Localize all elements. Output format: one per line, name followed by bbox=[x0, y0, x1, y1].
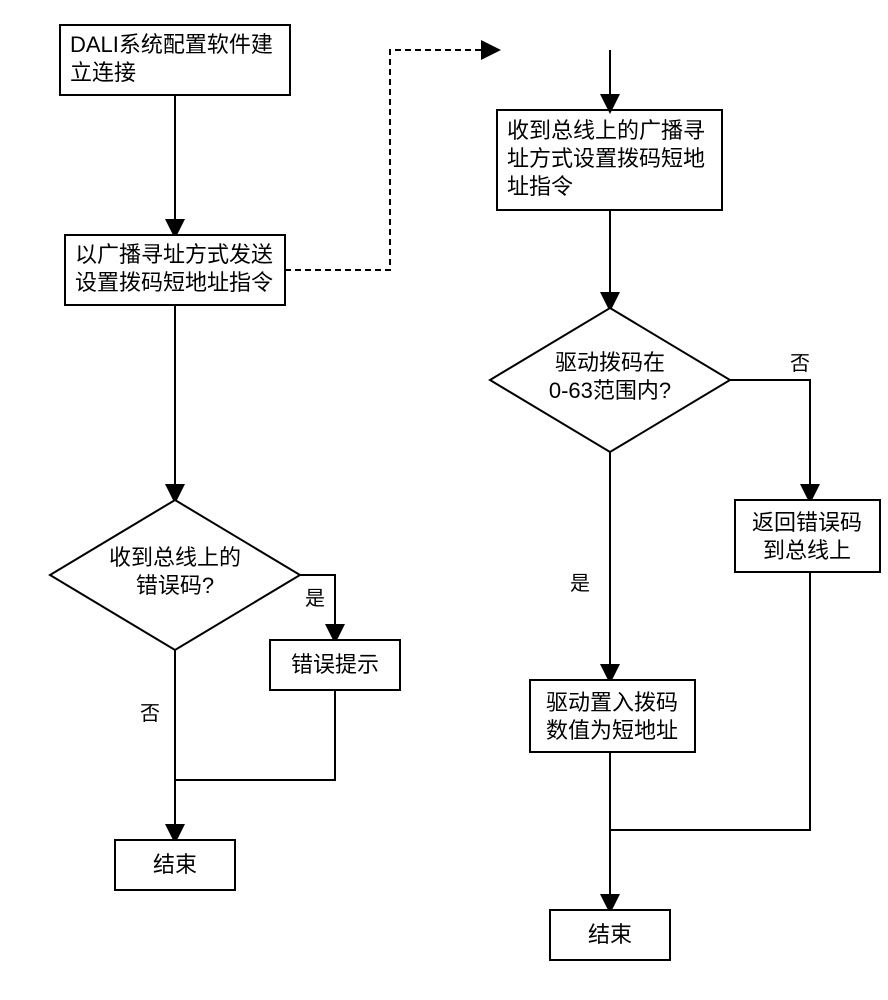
right-d1-yes-label: 是 bbox=[570, 573, 590, 595]
left-decision-1-line2: 错误码? bbox=[136, 573, 214, 598]
dashed-link bbox=[285, 50, 497, 270]
right-decision-1-line2: 0-63范围内? bbox=[549, 378, 671, 403]
left-d1-yes-label: 是 bbox=[305, 588, 325, 610]
right-box-1-line3: 址指令 bbox=[507, 174, 573, 199]
right-box-2-line2: 到总线上 bbox=[763, 538, 851, 563]
right-box-1-line1: 收到总线上的广播寻 bbox=[507, 118, 705, 143]
arrow-l-b3-join bbox=[175, 690, 335, 780]
left-box-1-line2: 立连接 bbox=[70, 60, 136, 85]
left-box-4-text: 结束 bbox=[153, 852, 197, 877]
right-box-1-line2: 址方式设置拨码短地 bbox=[507, 146, 705, 171]
right-box-3-line2: 数值为短地址 bbox=[546, 718, 678, 743]
left-box-2-line1: 以广播寻址方式发送 bbox=[75, 242, 273, 267]
arrow-r-d1-b2 bbox=[730, 380, 810, 500]
right-box-3-line1: 驱动置入拨码 bbox=[546, 690, 678, 715]
left-box-2-line2: 设置拨码短地址指令 bbox=[75, 270, 273, 295]
right-box-2-line1: 返回错误码 bbox=[752, 510, 862, 535]
flowchart-canvas: DALI系统配置软件建 立连接 以广播寻址方式发送 设置拨码短地址指令 收到总线… bbox=[0, 0, 888, 1000]
left-decision-1-line1: 收到总线上的 bbox=[109, 545, 241, 570]
right-box-4-text: 结束 bbox=[588, 922, 632, 947]
left-box-3-text: 错误提示 bbox=[291, 652, 379, 677]
left-d1-no-label: 否 bbox=[140, 703, 160, 725]
right-decision-1-line1: 驱动拨码在 bbox=[555, 350, 665, 375]
right-d1-no-label: 否 bbox=[790, 353, 810, 375]
left-box-1-line1: DALI系统配置软件建 bbox=[70, 32, 273, 57]
